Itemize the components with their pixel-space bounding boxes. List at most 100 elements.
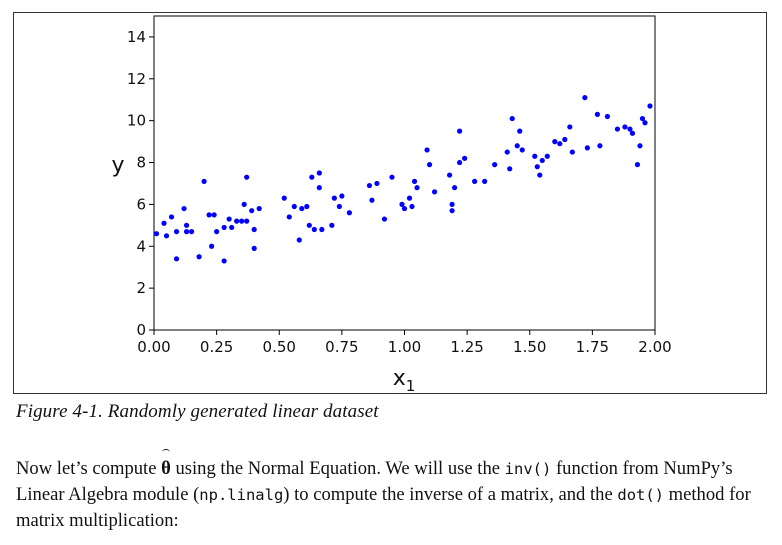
data-point bbox=[597, 143, 603, 149]
x-tick-label: 1.75 bbox=[576, 338, 609, 356]
data-point bbox=[239, 218, 245, 224]
paragraph-text-1: Now let’s compute bbox=[16, 458, 162, 479]
data-point bbox=[627, 126, 633, 132]
data-point bbox=[331, 195, 337, 201]
data-point bbox=[492, 162, 498, 168]
data-point bbox=[544, 153, 550, 159]
x-axis-label-subscript: 1 bbox=[406, 377, 416, 393]
data-point bbox=[209, 243, 215, 249]
data-point bbox=[173, 256, 180, 262]
data-point bbox=[604, 113, 611, 120]
data-point bbox=[286, 214, 292, 220]
x-tick-label: 0.25 bbox=[200, 338, 233, 356]
data-point bbox=[622, 124, 628, 130]
data-point bbox=[449, 201, 455, 207]
body-paragraph: Now let’s compute θ using the Normal Equ… bbox=[16, 449, 776, 534]
data-point bbox=[552, 139, 558, 145]
data-point bbox=[183, 229, 190, 235]
data-point bbox=[241, 201, 247, 207]
y-tick-label: 0 bbox=[136, 321, 146, 339]
data-point bbox=[426, 162, 433, 168]
data-point bbox=[229, 224, 235, 231]
data-point bbox=[539, 157, 545, 164]
data-point bbox=[446, 172, 453, 178]
data-point bbox=[374, 180, 380, 187]
data-point bbox=[183, 222, 190, 228]
data-point bbox=[291, 203, 297, 210]
data-point bbox=[244, 174, 250, 180]
y-axis-label: y bbox=[111, 153, 124, 178]
x-axis-label: x1 bbox=[393, 366, 416, 393]
data-point bbox=[188, 229, 195, 235]
data-point bbox=[472, 178, 478, 184]
data-point bbox=[249, 208, 255, 214]
data-point bbox=[346, 210, 352, 216]
data-point bbox=[629, 130, 636, 136]
paragraph-text-4: ) to compute the inverse of a matrix, an… bbox=[283, 484, 618, 505]
data-point bbox=[401, 205, 408, 212]
data-point bbox=[457, 128, 463, 134]
data-point bbox=[637, 143, 643, 149]
data-point bbox=[168, 214, 175, 220]
data-point bbox=[244, 218, 250, 224]
data-point bbox=[519, 147, 525, 153]
data-point bbox=[482, 178, 488, 184]
data-point bbox=[517, 128, 523, 134]
plot-area bbox=[153, 15, 656, 331]
data-point bbox=[534, 164, 540, 170]
y-tick-label: 14 bbox=[127, 28, 146, 46]
x-tick-label: 0.75 bbox=[325, 338, 358, 356]
data-point bbox=[381, 216, 388, 222]
data-point bbox=[509, 115, 515, 122]
data-point bbox=[514, 143, 520, 149]
y-tick-label: 12 bbox=[127, 70, 146, 88]
data-point bbox=[329, 222, 335, 228]
data-point bbox=[316, 170, 322, 176]
data-point bbox=[634, 162, 641, 168]
y-tick-label: 4 bbox=[136, 237, 146, 255]
data-point bbox=[214, 229, 220, 235]
x-tick-label: 1.00 bbox=[388, 338, 421, 356]
data-point bbox=[582, 95, 588, 101]
data-point bbox=[462, 155, 468, 161]
x-tick-label: 1.25 bbox=[450, 338, 483, 356]
y-tick-label: 6 bbox=[136, 195, 146, 213]
data-point bbox=[532, 153, 538, 159]
data-point bbox=[639, 115, 646, 122]
data-point bbox=[431, 189, 438, 195]
data-point bbox=[406, 195, 413, 201]
data-point bbox=[251, 245, 257, 251]
paragraph-text-2: using the Normal Equation. We will use t… bbox=[170, 458, 505, 479]
x-tick-label: 2.00 bbox=[638, 338, 671, 356]
data-point bbox=[336, 203, 342, 210]
data-point bbox=[504, 149, 510, 155]
data-point bbox=[389, 174, 395, 180]
data-point bbox=[221, 258, 227, 264]
data-point bbox=[614, 126, 621, 132]
data-point bbox=[449, 208, 455, 214]
code-dot: dot() bbox=[617, 486, 665, 504]
data-point bbox=[569, 149, 575, 155]
scatter-plot: 0 2 4 6 8 10 12 14 0.00 0.25 0.50 0.75 1.00 1.25 1.50… bbox=[111, 15, 672, 393]
data-point bbox=[594, 111, 600, 117]
data-point bbox=[411, 178, 418, 184]
paragraph-text-5: method for matrix multiplication: bbox=[16, 484, 751, 531]
data-point bbox=[339, 193, 345, 199]
data-point bbox=[153, 231, 160, 237]
data-point bbox=[642, 120, 648, 126]
paragraph-text-3: function from NumPy’s Linear Algebra mod… bbox=[16, 458, 733, 505]
data-point bbox=[319, 226, 325, 233]
data-point bbox=[309, 174, 315, 180]
data-point bbox=[409, 203, 415, 210]
data-point bbox=[181, 205, 187, 212]
data-point bbox=[256, 205, 262, 212]
data-point bbox=[567, 124, 573, 130]
data-point bbox=[251, 226, 257, 233]
data-point bbox=[647, 103, 653, 109]
data-point bbox=[304, 203, 310, 210]
data-point bbox=[369, 197, 375, 203]
data-point bbox=[281, 195, 287, 201]
x-axis-label-main: x bbox=[393, 366, 406, 391]
data-point bbox=[211, 212, 217, 218]
data-point bbox=[424, 147, 430, 153]
